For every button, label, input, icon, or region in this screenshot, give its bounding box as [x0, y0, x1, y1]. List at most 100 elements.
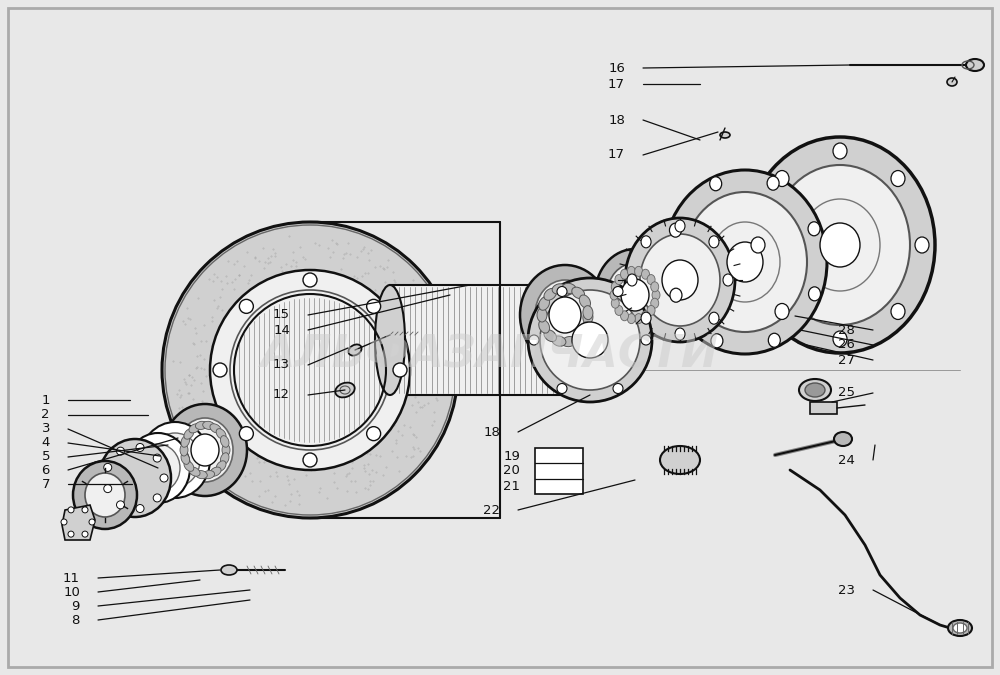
- Ellipse shape: [770, 165, 910, 325]
- Ellipse shape: [660, 446, 700, 474]
- Text: 5: 5: [42, 450, 50, 464]
- Ellipse shape: [627, 314, 635, 323]
- Ellipse shape: [348, 344, 362, 356]
- Ellipse shape: [579, 322, 590, 335]
- Ellipse shape: [572, 287, 585, 298]
- Ellipse shape: [709, 236, 719, 248]
- Polygon shape: [810, 402, 837, 414]
- Ellipse shape: [595, 249, 675, 341]
- Ellipse shape: [710, 177, 722, 191]
- Ellipse shape: [915, 237, 929, 253]
- Ellipse shape: [891, 171, 905, 186]
- Ellipse shape: [613, 286, 623, 296]
- Ellipse shape: [162, 222, 458, 518]
- Ellipse shape: [647, 305, 655, 315]
- Ellipse shape: [210, 270, 410, 470]
- Ellipse shape: [557, 286, 567, 296]
- Text: 13: 13: [273, 358, 290, 371]
- Text: 18: 18: [483, 425, 500, 439]
- Text: 9: 9: [72, 599, 80, 612]
- Ellipse shape: [607, 263, 663, 327]
- Ellipse shape: [675, 220, 685, 232]
- Ellipse shape: [641, 312, 651, 324]
- Ellipse shape: [768, 333, 780, 347]
- Ellipse shape: [683, 192, 807, 332]
- Ellipse shape: [184, 461, 194, 471]
- Ellipse shape: [85, 473, 125, 517]
- Ellipse shape: [572, 322, 608, 358]
- Ellipse shape: [663, 170, 827, 354]
- Ellipse shape: [126, 433, 190, 503]
- Ellipse shape: [540, 290, 640, 390]
- Ellipse shape: [833, 331, 847, 347]
- Ellipse shape: [544, 288, 556, 300]
- Text: 10: 10: [63, 585, 80, 599]
- Ellipse shape: [642, 269, 650, 279]
- Text: 17: 17: [608, 78, 625, 90]
- Ellipse shape: [203, 421, 215, 429]
- Ellipse shape: [662, 260, 698, 300]
- Ellipse shape: [303, 273, 317, 287]
- Ellipse shape: [549, 297, 581, 333]
- Ellipse shape: [82, 507, 88, 513]
- Ellipse shape: [641, 236, 651, 248]
- Ellipse shape: [572, 331, 585, 343]
- Ellipse shape: [625, 218, 735, 342]
- Text: 16: 16: [608, 61, 625, 74]
- Text: 18: 18: [608, 113, 625, 126]
- Ellipse shape: [104, 485, 112, 493]
- Text: 22: 22: [483, 504, 500, 516]
- Ellipse shape: [611, 298, 619, 308]
- Ellipse shape: [651, 298, 659, 308]
- Ellipse shape: [537, 308, 547, 322]
- Ellipse shape: [335, 383, 355, 398]
- Ellipse shape: [153, 454, 161, 462]
- Ellipse shape: [966, 59, 984, 71]
- Ellipse shape: [948, 620, 972, 636]
- Ellipse shape: [230, 290, 390, 450]
- Ellipse shape: [809, 287, 821, 301]
- Ellipse shape: [651, 281, 659, 292]
- Ellipse shape: [583, 310, 593, 325]
- Ellipse shape: [799, 379, 831, 401]
- Text: 26: 26: [838, 338, 855, 352]
- Text: 2: 2: [42, 408, 50, 421]
- Text: 24: 24: [838, 454, 855, 466]
- Ellipse shape: [723, 274, 733, 286]
- Ellipse shape: [891, 304, 905, 319]
- Ellipse shape: [136, 504, 144, 512]
- Ellipse shape: [303, 453, 317, 467]
- Ellipse shape: [136, 443, 144, 452]
- Ellipse shape: [539, 297, 550, 310]
- Ellipse shape: [710, 222, 780, 302]
- Ellipse shape: [61, 519, 67, 525]
- Text: 8: 8: [72, 614, 80, 626]
- Text: 7: 7: [42, 477, 50, 491]
- FancyBboxPatch shape: [390, 285, 590, 395]
- Ellipse shape: [210, 424, 221, 433]
- Text: 17: 17: [608, 148, 625, 161]
- Ellipse shape: [68, 507, 74, 513]
- Ellipse shape: [611, 281, 619, 292]
- Ellipse shape: [579, 295, 590, 308]
- Ellipse shape: [82, 531, 88, 537]
- Text: 21: 21: [503, 481, 520, 493]
- Ellipse shape: [195, 421, 207, 429]
- Text: 1: 1: [42, 394, 50, 406]
- Ellipse shape: [136, 444, 180, 492]
- Ellipse shape: [160, 474, 168, 482]
- Ellipse shape: [68, 531, 74, 537]
- Ellipse shape: [627, 267, 635, 276]
- Ellipse shape: [610, 290, 618, 300]
- Ellipse shape: [557, 383, 567, 394]
- Ellipse shape: [711, 334, 723, 348]
- Ellipse shape: [767, 176, 779, 190]
- Text: 3: 3: [42, 423, 50, 435]
- Ellipse shape: [99, 439, 171, 517]
- Ellipse shape: [805, 383, 825, 397]
- Text: АЛЬФАЗАПЧАСТИ: АЛЬФАЗАПЧАСТИ: [261, 333, 719, 377]
- Polygon shape: [62, 505, 95, 540]
- Ellipse shape: [745, 137, 935, 353]
- Ellipse shape: [520, 265, 610, 365]
- Text: 25: 25: [838, 387, 855, 400]
